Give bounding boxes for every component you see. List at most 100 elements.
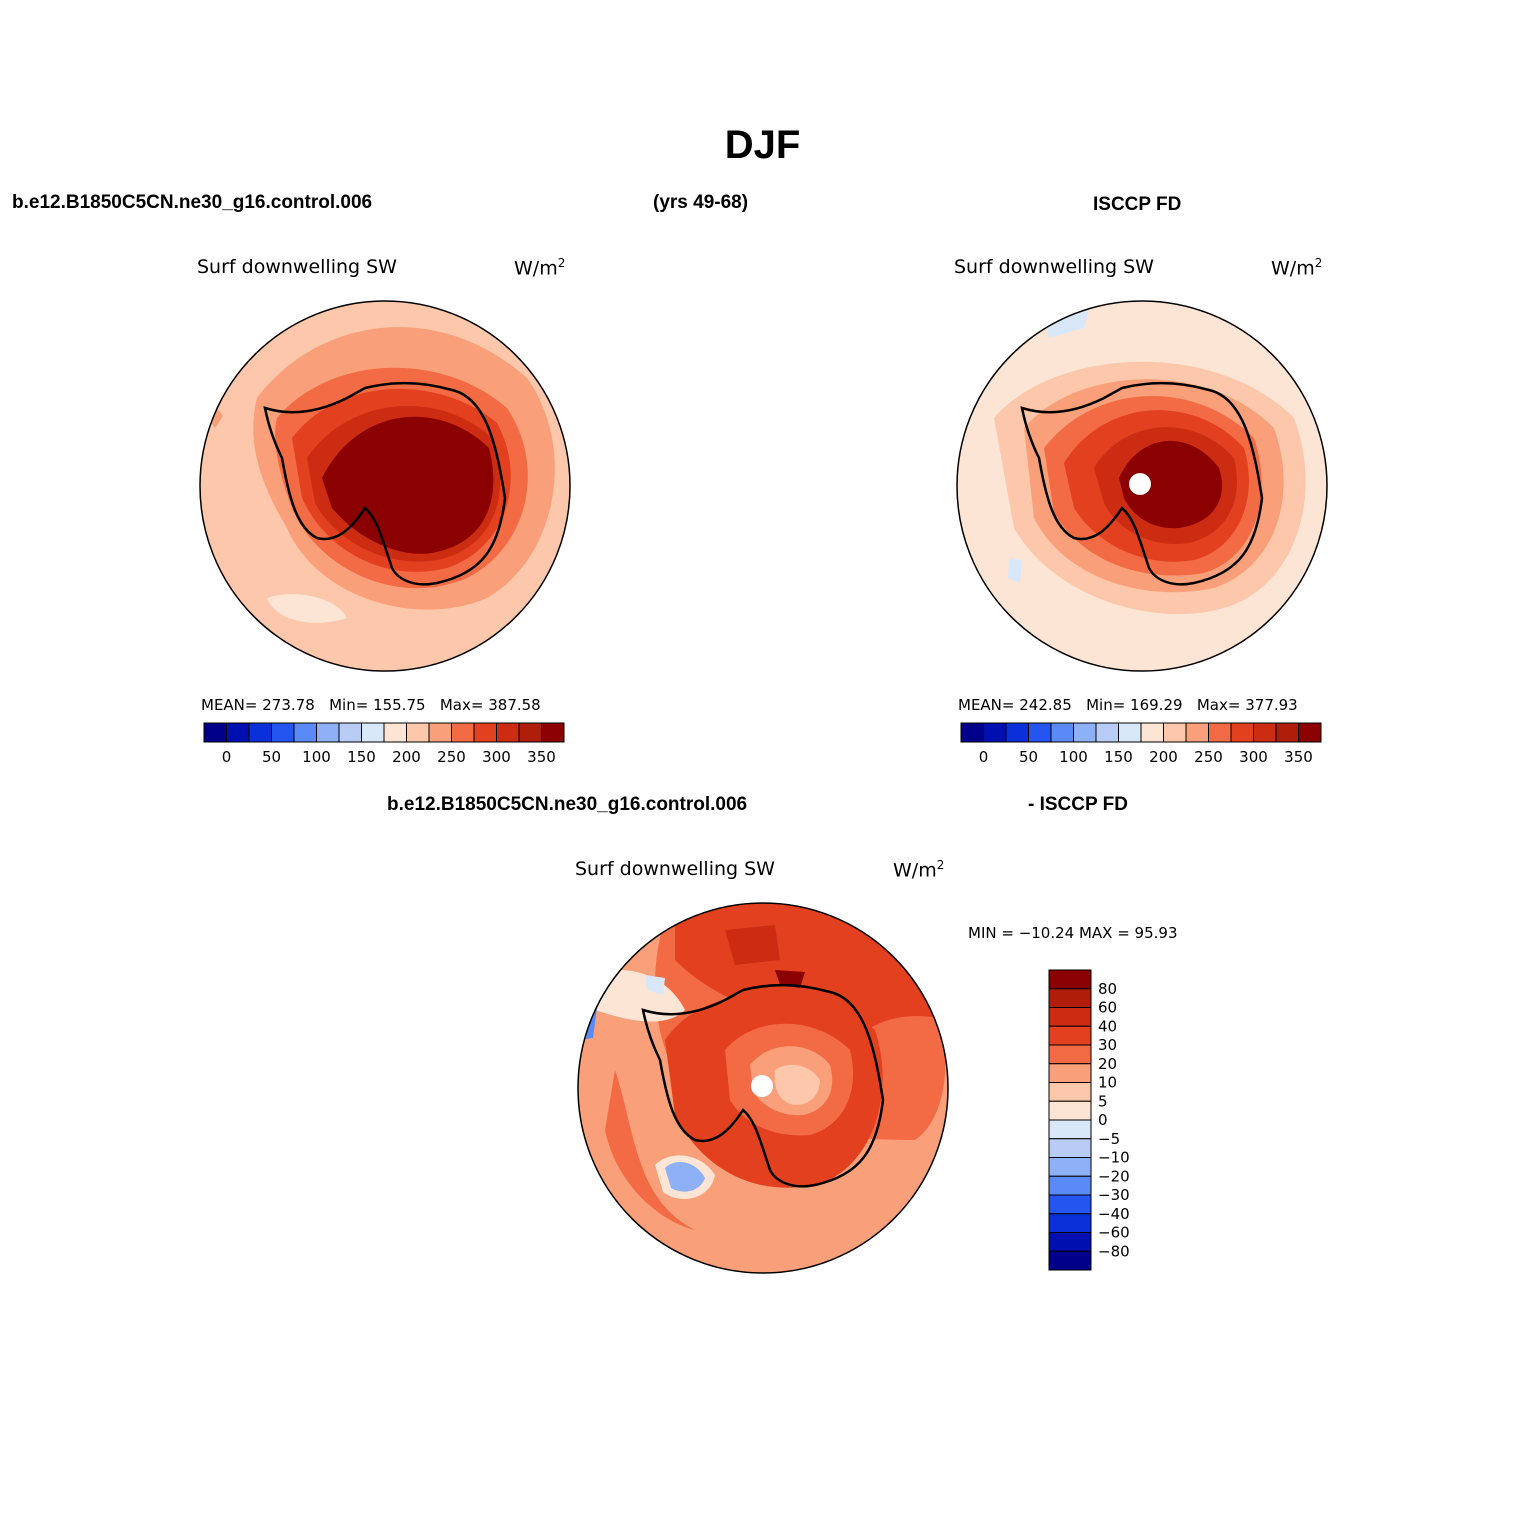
obs-colorbar-tick-label: 0 [979, 748, 989, 766]
diff-colorbar-tick-label: 10 [1098, 1074, 1117, 1092]
obs-colorbar-swatch [1028, 722, 1052, 743]
page-title: DJF [724, 123, 801, 167]
model-colorbar-tick-label: 300 [482, 748, 511, 766]
obs-colorbar-swatch [1073, 722, 1097, 743]
model-variable-title: Surf downwelling SW [197, 256, 397, 278]
diff-colorbar-tick-label: −60 [1098, 1224, 1130, 1242]
obs-colorbar-swatch [1275, 722, 1299, 743]
obs-colorbar-swatch [1118, 722, 1142, 743]
model-colorbar-swatch [383, 722, 407, 743]
obs-colorbar-swatch [1095, 722, 1119, 743]
diff-colorbar-swatch [1048, 1119, 1092, 1140]
model-colorbar-tick-label: 150 [347, 748, 376, 766]
model-colorbar-tick-label: 350 [527, 748, 556, 766]
obs-units: W/m2 [1271, 256, 1323, 280]
obs-colorbar-tick-label: 250 [1194, 748, 1223, 766]
model-colorbar-tick-label: 200 [392, 748, 421, 766]
model-colorbar-tick-label: 0 [222, 748, 232, 766]
obs-colorbar-swatch [983, 722, 1007, 743]
diff-colorbar-tick-label: 5 [1098, 1092, 1108, 1110]
model-colorbar-swatch [541, 722, 565, 743]
model-colorbar-tick-label: 100 [302, 748, 331, 766]
diff-colorbar-swatch [1048, 1194, 1092, 1215]
diff-colorbar-swatch [1048, 1157, 1092, 1177]
diff-colorbar-tick-label: 20 [1098, 1055, 1117, 1073]
obs-polar-map [956, 300, 1328, 672]
obs-colorbar-swatch [1140, 722, 1164, 743]
model-colorbar-swatch [226, 722, 250, 743]
model-colorbar-swatch [406, 722, 430, 743]
diff-colorbar-swatch [1048, 1082, 1092, 1102]
diff-variable-title: Surf downwelling SW [575, 858, 775, 880]
model-polar-map [199, 300, 571, 672]
diff-colorbar-swatch [1048, 1044, 1092, 1065]
obs-colorbar-tick-label: 150 [1104, 748, 1133, 766]
model-stats: MEAN= 273.78 Min= 155.75 Max= 387.58 [201, 696, 541, 714]
obs-colorbar-swatch [1298, 722, 1322, 743]
diff-colorbar-tick-label: −5 [1098, 1130, 1120, 1148]
model-colorbar-swatch [518, 722, 542, 743]
obs-variable-title: Surf downwelling SW [954, 256, 1154, 278]
obs-colorbar-tick-label: 350 [1284, 748, 1313, 766]
obs-colorbar-tick-label: 100 [1059, 748, 1088, 766]
obs-colorbar-swatch [1163, 722, 1187, 743]
case-name-header: b.e12.B1850C5CN.ne30_g16.control.006 [12, 192, 373, 213]
model-colorbar-swatch [361, 722, 385, 743]
model-colorbar-swatch [293, 722, 317, 743]
diff-colorbar-swatch [1048, 969, 1092, 990]
obs-stats: MEAN= 242.85 Min= 169.29 Max= 377.93 [958, 696, 1298, 714]
diff-stats: MIN = −10.24 MAX = 95.93 [968, 924, 1178, 942]
diff-colorbar-tick-label: 80 [1098, 980, 1117, 998]
diff-colorbar-swatch [1048, 1025, 1092, 1046]
diff-colorbar-swatch [1048, 1100, 1092, 1121]
diff-colorbar-tick-label: −10 [1098, 1149, 1130, 1167]
obs-colorbar-tick-label: 200 [1149, 748, 1178, 766]
diff-colorbar-tick-label: 30 [1098, 1036, 1117, 1054]
years-header: (yrs 49-68) [653, 192, 749, 213]
diff-colorbar-tick-label: −30 [1098, 1186, 1130, 1204]
model-colorbar-swatch [473, 722, 497, 743]
obs-colorbar-swatch [960, 722, 984, 743]
diff-units: W/m2 [893, 858, 945, 882]
diff-colorbar-swatch [1048, 1175, 1092, 1196]
obs-colorbar-tick-label: 300 [1239, 748, 1268, 766]
model-colorbar-tick-label: 250 [437, 748, 466, 766]
model-colorbar-tick-label: 50 [262, 748, 281, 766]
diff-colorbar-swatch [1048, 1063, 1092, 1083]
diff-polar-map [577, 902, 949, 1274]
model-colorbar-swatch [203, 722, 227, 743]
obs-colorbar: 0 50 100 150 200 250 300 350 [960, 722, 1322, 766]
model-colorbar-swatch [271, 722, 295, 743]
model-colorbar-swatch [338, 722, 362, 743]
model-colorbar: 0 50 100 150 200 250 300 350 [203, 722, 565, 766]
model-colorbar-swatch [451, 722, 475, 743]
obs-colorbar-swatch [1185, 722, 1209, 743]
diff-colorbar-tick-label: −20 [1098, 1167, 1130, 1185]
obs-colorbar-swatch [1208, 722, 1232, 743]
obs-colorbar-swatch [1253, 722, 1277, 743]
model-units: W/m2 [514, 256, 566, 280]
model-colorbar-swatch [496, 722, 520, 743]
diff-colorbar-swatch [1048, 1213, 1092, 1233]
obs-colorbar-swatch [1230, 722, 1254, 743]
diff-colorbar-tick-label: 60 [1098, 999, 1117, 1017]
obs-name-header: ISCCP FD [1093, 194, 1182, 215]
model-colorbar-swatch [248, 722, 272, 743]
diff-colorbar-swatch [1048, 1250, 1092, 1271]
diff-colorbar-tick-label: 40 [1098, 1017, 1117, 1035]
diff-case-name-header: b.e12.B1850C5CN.ne30_g16.control.006 [387, 794, 748, 815]
diff-colorbar-swatch [1048, 1138, 1092, 1158]
diff-obs-name-header: - ISCCP FD [1028, 794, 1128, 815]
diff-colorbar-swatch [1048, 1232, 1092, 1252]
diff-colorbar-tick-label: −40 [1098, 1205, 1130, 1223]
diff-colorbar-tick-label: −80 [1098, 1242, 1130, 1260]
diff-colorbar-swatch [1048, 988, 1092, 1008]
model-colorbar-swatch [428, 722, 452, 743]
diff-colorbar-swatch [1048, 1007, 1092, 1027]
obs-colorbar-swatch [1005, 722, 1029, 743]
obs-colorbar-swatch [1050, 722, 1074, 743]
model-colorbar-swatch [316, 722, 340, 743]
diff-colorbar-tick-label: 0 [1098, 1111, 1108, 1129]
obs-colorbar-tick-label: 50 [1019, 748, 1038, 766]
